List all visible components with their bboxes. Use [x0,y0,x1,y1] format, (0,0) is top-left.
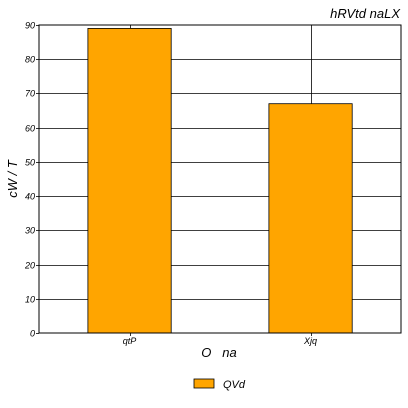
legend: QVd [193,378,246,391]
x-tick-label: qtP [123,336,137,346]
y-tick-label: 80 [25,55,35,65]
chart-title: hRVtd naLX [330,6,401,21]
y-tick-label: 90 [25,21,35,31]
x-tick-label: Xjq [303,336,317,346]
legend-label: QVd [223,379,246,391]
y-tick-label: 10 [25,295,35,305]
y-tick-label: 20 [24,261,35,271]
bar-qtP [87,27,172,334]
bars [87,27,353,334]
plot-frame [38,24,402,334]
y-tick-label: 60 [25,124,35,134]
y-tick-label: 0 [30,329,35,339]
x-axis-title: O na [201,345,236,360]
y-tick-label: 30 [25,226,35,236]
y-tick-label: 70 [25,89,35,99]
legend-swatch [193,378,215,389]
bar-Xjq [268,103,353,334]
y-tick-label: 40 [25,192,35,202]
x-axis-ticks: qtP Xjq [123,333,317,346]
y-axis-ticks: 0 10 20 30 40 50 60 70 80 90 [24,21,39,339]
y-axis-title: cW / T [5,159,20,198]
y-tick-label: 50 [25,158,35,168]
